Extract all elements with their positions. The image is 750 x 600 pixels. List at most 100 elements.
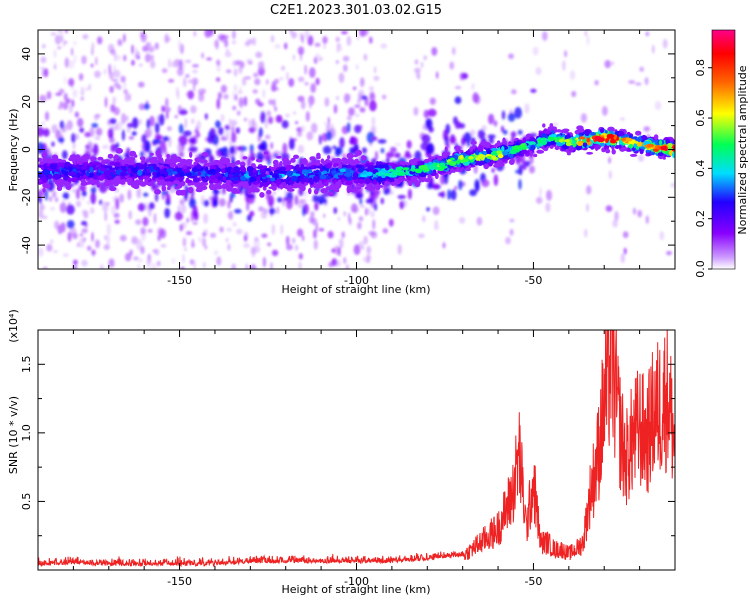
heatmap-cell [450, 168, 455, 173]
heatmap-cell [373, 203, 378, 211]
heatmap-cell [136, 187, 142, 199]
heatmap-cell [171, 257, 176, 265]
heatmap-cell [50, 32, 57, 36]
heatmap-cell [368, 230, 376, 236]
heatmap-cell [164, 33, 169, 44]
heatmap-cell [156, 171, 161, 178]
heatmap-cell [119, 193, 124, 203]
heatmap-cell [131, 59, 135, 66]
heatmap-cell [417, 72, 421, 80]
heatmap-cell [49, 207, 56, 211]
heatmap-cell [327, 155, 331, 160]
heatmap-cell [137, 203, 146, 212]
heatmap-cell [628, 143, 634, 149]
heatmap-cell [361, 155, 366, 161]
heatmap-cell [157, 157, 162, 161]
heatmap-cell [58, 88, 65, 94]
heatmap-cell [436, 155, 443, 161]
heatmap-cell [313, 184, 318, 189]
heatmap-cell [222, 35, 230, 39]
heatmap-cell [177, 167, 183, 174]
heatmap-cell [75, 188, 80, 200]
heatmap-cell [394, 142, 402, 147]
heatmap-cell [539, 186, 542, 198]
heatmap-cell [374, 150, 379, 161]
heatmap-cell [184, 247, 187, 252]
heatmap-cell [328, 191, 335, 197]
heatmap-cell [100, 167, 108, 172]
heatmap-cell [115, 180, 122, 184]
heatmap-cell [157, 227, 164, 237]
heatmap-cell [125, 177, 133, 183]
heatmap-cell [176, 67, 184, 77]
heatmap-cell [231, 132, 237, 143]
heatmap-cell [450, 189, 457, 201]
heatmap-cell [635, 137, 643, 142]
heatmap-cell [246, 38, 254, 45]
heatmap-cell [252, 37, 257, 46]
heatmap-cell [394, 152, 401, 158]
heatmap-cell [529, 165, 535, 174]
heatmap-cell [115, 147, 123, 154]
heatmap-cell [304, 189, 308, 199]
heatmap-cell [233, 166, 238, 173]
colorbar-label: Normalized spectral amplitude [736, 65, 749, 234]
heatmap-cell [323, 213, 326, 218]
heatmap-cell [239, 85, 242, 92]
heatmap-cell [436, 71, 439, 79]
heatmap-cell [226, 227, 233, 232]
heatmap-cell [192, 69, 198, 74]
heatmap-cell [599, 142, 606, 147]
heatmap-cell [65, 30, 68, 34]
heatmap-cell [215, 39, 219, 50]
heatmap-cell [220, 151, 225, 158]
heatmap-cell [161, 190, 167, 195]
heatmap-cell [42, 169, 51, 176]
heatmap-cell [335, 60, 339, 64]
heatmap-cell [422, 215, 426, 223]
heatmap-cell [38, 157, 43, 162]
heatmap-cell [133, 54, 139, 58]
x-tick-label: -100 [344, 575, 369, 588]
heatmap-cell [652, 44, 655, 54]
heatmap-cell [103, 68, 106, 75]
heatmap-cell [297, 95, 305, 102]
heatmap-cell [59, 120, 65, 130]
heatmap-cell [544, 130, 551, 135]
heatmap-cell [127, 161, 136, 166]
heatmap-cell [368, 162, 374, 166]
heatmap-cell [196, 120, 201, 130]
heatmap-cell [605, 205, 613, 212]
heatmap-cell [186, 166, 192, 170]
heatmap-cell [367, 207, 371, 216]
heatmap-cell [52, 190, 57, 198]
heatmap-cell [79, 127, 85, 133]
heatmap-cell [225, 48, 230, 54]
heatmap-cell [121, 113, 126, 124]
heatmap-cell [62, 253, 69, 258]
heatmap-cell [341, 178, 346, 182]
heatmap-cell [135, 47, 138, 53]
heatmap-cell [384, 164, 389, 168]
heatmap-cell [366, 254, 372, 261]
heatmap-cell [224, 167, 231, 173]
heatmap-cell [184, 118, 187, 129]
heatmap-cell [522, 137, 527, 144]
heatmap-cell [93, 174, 98, 180]
heatmap-cell [40, 56, 47, 64]
heatmap-cell [53, 64, 57, 70]
heatmap-cell [204, 30, 211, 38]
heatmap-cell [231, 263, 236, 269]
heatmap-cell [556, 129, 562, 133]
heatmap-cell [338, 162, 343, 169]
heatmap-cell [48, 196, 53, 202]
heatmap-cell [144, 178, 149, 184]
heatmap-cell [586, 203, 589, 212]
heatmap-cell [131, 44, 134, 55]
heatmap-cell [222, 159, 227, 166]
heatmap-cell [217, 176, 223, 181]
heatmap-cell [119, 234, 127, 242]
heatmap-cell [558, 138, 564, 143]
heatmap-cell [410, 176, 418, 181]
heatmap-cell [67, 176, 72, 183]
